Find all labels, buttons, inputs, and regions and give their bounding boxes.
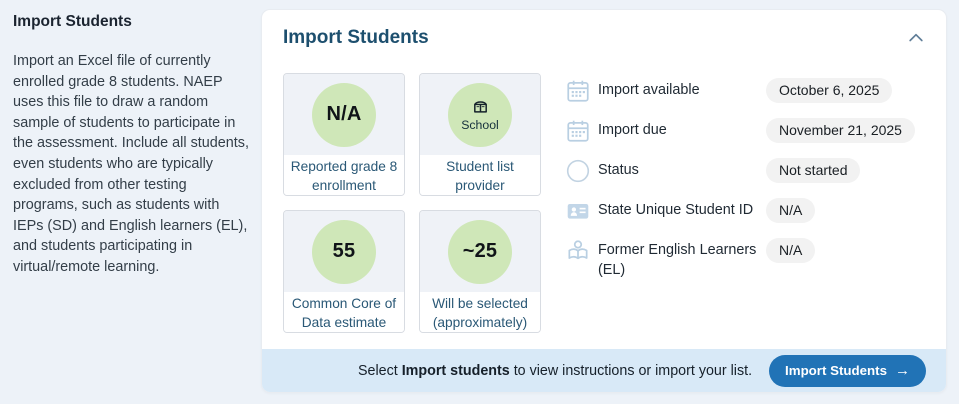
- panel-title: Import Students: [283, 27, 429, 48]
- tile-reported-enrollment: N/A Reported grade 8 enrollment: [283, 73, 405, 196]
- tile-circle-area: 55: [284, 211, 404, 292]
- id-card-icon: [565, 198, 591, 224]
- calendar-icon: [565, 118, 591, 144]
- status-badge: Not started: [766, 158, 861, 183]
- info-row-import-due: Import due November 21, 2025: [565, 118, 957, 144]
- stat-label: Common Core of Data estimate: [284, 292, 404, 332]
- info-value-badge: November 21, 2025: [766, 118, 915, 143]
- stat-label: Reported grade 8 enrollment: [284, 155, 404, 195]
- calendar-icon: [565, 78, 591, 104]
- stat-circle: N/A: [312, 82, 376, 147]
- info-value-badge: N/A: [766, 238, 816, 263]
- status-circle-icon: [565, 158, 591, 184]
- info-list: Import available October 6, 2025: [565, 73, 957, 294]
- panel-header: Import Students: [262, 10, 946, 50]
- tile-will-be-selected: ~25 Will be selected (approximately): [419, 210, 541, 333]
- tile-student-list-provider: School Student list provider: [419, 73, 541, 196]
- info-label: Import available: [598, 82, 700, 98]
- reader-icon: [565, 238, 591, 264]
- arrow-right-icon: →: [895, 361, 910, 379]
- stat-value: School: [461, 118, 499, 132]
- stat-value: N/A: [326, 103, 362, 125]
- info-value-badge: October 6, 2025: [766, 78, 893, 103]
- description-sidebar: Import Students Import an Excel file of …: [13, 13, 250, 278]
- stat-circle: 55: [312, 219, 376, 284]
- stat-circle: ~25: [448, 219, 512, 284]
- footer-message: Select Import students to view instructi…: [358, 363, 752, 379]
- info-label: State Unique Student ID: [598, 202, 754, 218]
- import-students-button-label: Import Students: [785, 362, 887, 378]
- footer-message-prefix: Select: [357, 362, 402, 379]
- footer-message-bold: Import students: [401, 362, 510, 379]
- panel-footer: Select Import students to view instructi…: [262, 349, 946, 392]
- stat-tiles: N/A Reported grade 8 enrollment: [283, 73, 541, 333]
- stat-value: ~25: [462, 240, 498, 262]
- info-row-former-el: Former English Learners (EL) N/A: [565, 238, 957, 280]
- stat-value: 55: [332, 240, 356, 262]
- footer-message-suffix: to view instructions or import your list…: [509, 362, 753, 379]
- school-icon: [473, 101, 487, 113]
- info-label: Former English Learners (EL): [598, 242, 757, 278]
- info-value-badge: N/A: [766, 198, 816, 223]
- info-label: Status: [598, 162, 639, 178]
- stat-label: Will be selected (approximately): [420, 292, 540, 332]
- tile-circle-area: ~25: [420, 211, 540, 292]
- tile-circle-area: N/A: [284, 74, 404, 155]
- tile-circle-area: School: [420, 74, 540, 155]
- info-row-status: Status Not started: [565, 158, 957, 184]
- collapse-panel-button[interactable]: [904, 26, 928, 50]
- import-students-panel: Import Students N/A Reported grade 8 enr…: [262, 10, 946, 392]
- stat-circle: School: [448, 82, 512, 147]
- import-students-button[interactable]: Import Students →: [769, 354, 926, 387]
- sidebar-title: Import Students: [13, 13, 132, 30]
- panel-content: N/A Reported grade 8 enrollment: [283, 73, 957, 333]
- info-label: Import due: [598, 122, 667, 138]
- info-row-state-unique-id: State Unique Student ID N/A: [565, 198, 957, 224]
- chevron-up-icon: [909, 33, 923, 42]
- tile-ccd-estimate: 55 Common Core of Data estimate: [283, 210, 405, 333]
- sidebar-description: Import an Excel file of currently enroll…: [13, 53, 249, 275]
- info-row-import-available: Import available October 6, 2025: [565, 78, 957, 104]
- stat-label: Student list provider: [420, 155, 540, 195]
